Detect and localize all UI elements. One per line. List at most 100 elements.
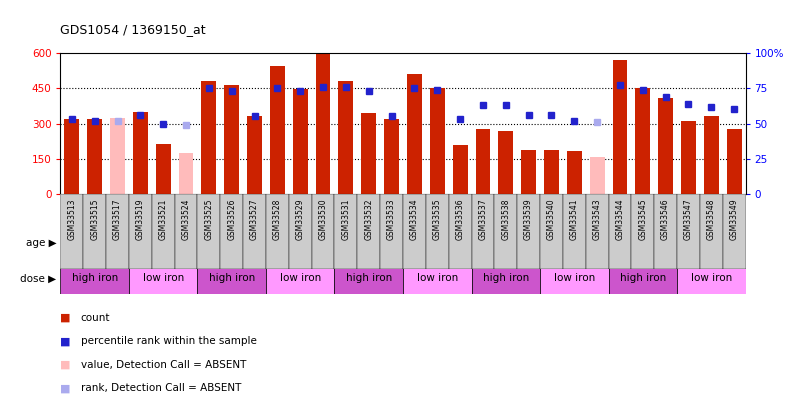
Bar [152, 194, 175, 269]
Text: 6 wk: 6 wk [390, 238, 416, 248]
Bar [613, 60, 627, 194]
Text: GSM33539: GSM33539 [524, 198, 533, 240]
Text: high iron: high iron [483, 273, 529, 283]
Bar [609, 263, 677, 294]
Text: GSM33541: GSM33541 [570, 198, 579, 240]
Text: GSM33545: GSM33545 [638, 198, 647, 240]
Text: high iron: high iron [209, 273, 255, 283]
Bar [586, 194, 609, 269]
Text: low iron: low iron [280, 273, 321, 283]
Bar [563, 194, 586, 269]
Bar [476, 130, 490, 194]
Text: GSM33513: GSM33513 [68, 198, 77, 240]
Bar [156, 144, 171, 194]
Bar [133, 112, 147, 194]
Bar [590, 157, 604, 194]
Bar [654, 194, 677, 269]
Bar [129, 194, 152, 269]
Bar [635, 88, 650, 194]
Bar [312, 194, 334, 269]
Bar [700, 194, 723, 269]
Text: GSM33548: GSM33548 [707, 198, 716, 240]
Bar [677, 263, 746, 294]
Bar [361, 113, 376, 194]
Bar [727, 130, 742, 194]
Bar [472, 229, 609, 257]
Bar [472, 194, 494, 269]
Bar [498, 130, 513, 194]
Text: age ▶: age ▶ [26, 238, 56, 248]
Text: 36 wk: 36 wk [660, 238, 694, 248]
Bar [83, 194, 106, 269]
Text: GSM33549: GSM33549 [729, 198, 738, 240]
Text: GSM33524: GSM33524 [181, 198, 190, 240]
Bar [540, 194, 563, 269]
Text: GSM33529: GSM33529 [296, 198, 305, 240]
Bar [472, 263, 540, 294]
Bar [430, 88, 445, 194]
Bar [293, 89, 308, 194]
Bar [289, 194, 312, 269]
Text: GSM33519: GSM33519 [136, 198, 145, 240]
Bar [384, 119, 399, 194]
Text: GSM33533: GSM33533 [387, 198, 396, 240]
Bar [129, 263, 197, 294]
Bar [60, 194, 83, 269]
Bar [681, 121, 696, 194]
Bar [197, 263, 266, 294]
Text: GSM33525: GSM33525 [205, 198, 214, 240]
Text: count: count [81, 313, 110, 323]
Bar [197, 229, 334, 257]
Bar [403, 194, 426, 269]
Text: GSM33517: GSM33517 [113, 198, 122, 240]
Bar [517, 194, 540, 269]
Bar [60, 229, 197, 257]
Text: low iron: low iron [691, 273, 732, 283]
Bar [60, 263, 129, 294]
Text: GSM33515: GSM33515 [90, 198, 99, 240]
Bar [202, 81, 216, 194]
Bar [631, 194, 654, 269]
Bar [407, 74, 422, 194]
Bar [197, 194, 220, 269]
Bar [179, 153, 193, 194]
Text: GSM33546: GSM33546 [661, 198, 670, 240]
Text: low iron: low iron [143, 273, 184, 283]
Text: GSM33538: GSM33538 [501, 198, 510, 240]
Bar [243, 194, 266, 269]
Text: GSM33530: GSM33530 [318, 198, 327, 240]
Bar [87, 119, 102, 194]
Bar [567, 151, 582, 194]
Text: percentile rank within the sample: percentile rank within the sample [81, 337, 256, 346]
Text: ■: ■ [60, 313, 71, 323]
Text: GSM33531: GSM33531 [342, 198, 351, 240]
Bar [357, 194, 380, 269]
Text: GSM33532: GSM33532 [364, 198, 373, 240]
Text: ■: ■ [60, 360, 71, 370]
Bar [175, 194, 197, 269]
Text: GSM33527: GSM33527 [250, 198, 259, 240]
Bar [403, 263, 472, 294]
Bar [266, 263, 334, 294]
Text: ■: ■ [60, 337, 71, 346]
Bar [110, 117, 125, 194]
Bar [704, 117, 719, 194]
Bar [494, 194, 517, 269]
Text: GSM33543: GSM33543 [592, 198, 601, 240]
Text: GSM33528: GSM33528 [273, 198, 282, 239]
Bar [334, 194, 357, 269]
Text: ■: ■ [60, 384, 71, 393]
Bar [316, 53, 330, 194]
Bar [220, 194, 243, 269]
Text: GSM33536: GSM33536 [455, 198, 464, 240]
Text: 8 d: 8 d [120, 238, 138, 248]
Text: GSM33540: GSM33540 [547, 198, 556, 240]
Bar [609, 229, 746, 257]
Bar [521, 149, 536, 194]
Text: GSM33521: GSM33521 [159, 198, 168, 239]
Bar [247, 117, 262, 194]
Bar [449, 194, 472, 269]
Bar [64, 119, 79, 194]
Text: 12 wk: 12 wk [523, 238, 557, 248]
Text: GDS1054 / 1369150_at: GDS1054 / 1369150_at [60, 23, 206, 36]
